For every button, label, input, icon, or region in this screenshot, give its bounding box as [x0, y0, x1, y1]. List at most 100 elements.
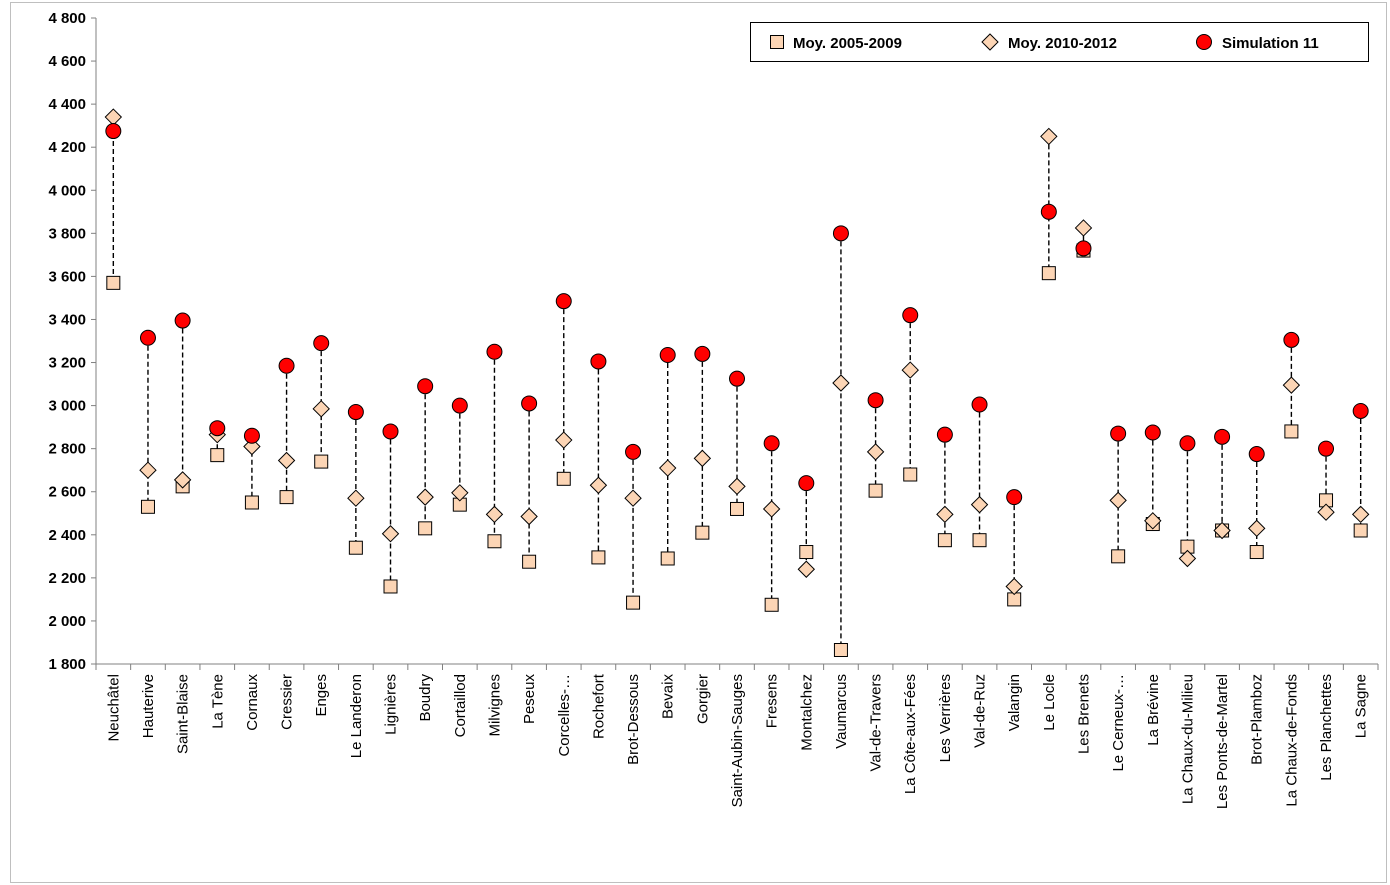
point-simulation-11 — [209, 420, 226, 437]
point-2010-2012 — [797, 560, 816, 578]
x-category-label: Les Planchettes — [1318, 674, 1335, 781]
y-tick-label: 3 800 — [48, 225, 86, 242]
point-2010-2012 — [520, 507, 538, 526]
x-category-label: La Sagne — [1353, 674, 1370, 738]
point-2010-2012 — [485, 505, 504, 524]
point-simulation-11 — [1248, 446, 1265, 463]
y-tick-label: 3 400 — [48, 311, 86, 328]
y-tick-label: 4 000 — [48, 182, 86, 199]
point-simulation-11 — [659, 346, 676, 363]
point-2010-2012 — [589, 476, 608, 494]
point-2005-2009 — [1249, 545, 1264, 560]
point-simulation-11 — [139, 329, 156, 346]
point-2005-2009 — [1353, 523, 1368, 538]
y-tick-label: 2 400 — [48, 527, 86, 544]
point-2010-2012 — [1040, 127, 1058, 146]
point-simulation-11 — [729, 370, 745, 387]
point-2005-2009 — [626, 595, 641, 610]
x-category-label: Montalchez — [798, 674, 815, 751]
x-category-label: Rochefort — [590, 673, 607, 739]
point-2005-2009 — [833, 643, 848, 658]
x-category-label: Vaumarcus — [833, 674, 850, 749]
point-2010-2012 — [555, 431, 573, 449]
point-2005-2009 — [348, 540, 363, 555]
point-2010-2012 — [347, 489, 365, 507]
data-marks — [104, 108, 1370, 658]
point-2005-2009 — [106, 275, 121, 290]
point-2005-2009 — [418, 521, 433, 536]
point-2005-2009 — [279, 490, 294, 505]
axes: 1 800 2 000 2 200 2 400 2 600 2 800 3 000 3 200… — [48, 10, 1379, 809]
y-tick-label: 4 400 — [48, 96, 86, 113]
y-tick-label: 3 600 — [48, 268, 86, 285]
point-2005-2009 — [730, 501, 744, 516]
point-2010-2012 — [1109, 491, 1127, 510]
point-simulation-11 — [451, 397, 468, 414]
point-2010-2012 — [866, 443, 885, 461]
point-simulation-11 — [1214, 428, 1231, 445]
point-2005-2009 — [695, 525, 710, 540]
x-category-label: Saint-Aubin-Sauges — [729, 674, 746, 807]
point-2005-2009 — [868, 483, 883, 498]
x-category-label: Les Brenets — [1075, 674, 1092, 754]
point-2010-2012 — [139, 461, 157, 479]
point-simulation-11 — [832, 225, 849, 242]
point-2005-2009 — [1041, 266, 1056, 281]
point-2005-2009 — [140, 499, 155, 514]
point-simulation-11 — [902, 307, 919, 324]
point-2010-2012 — [1005, 577, 1023, 596]
point-2010-2012 — [451, 484, 469, 502]
point-simulation-11 — [1144, 424, 1161, 441]
point-simulation-11 — [1352, 402, 1369, 419]
x-category-label: Lignières — [383, 674, 400, 735]
legend-entry-2005-2009-marker — [770, 35, 784, 49]
x-category-label: Corcelles-… — [556, 674, 573, 757]
point-2010-2012 — [277, 451, 296, 470]
point-2005-2009 — [314, 454, 329, 469]
x-category-label: Valangin — [1006, 674, 1023, 731]
point-2010-2012 — [728, 477, 746, 496]
x-category-label: Peseux — [521, 674, 538, 725]
point-2010-2012 — [1144, 512, 1162, 530]
point-simulation-11 — [763, 435, 780, 452]
point-2010-2012 — [1248, 519, 1266, 538]
x-category-label: Brot-Plamboz — [1249, 674, 1266, 765]
point-2005-2009 — [799, 545, 814, 560]
point-simulation-11 — [417, 378, 434, 395]
x-category-label: Brot-Dessous — [625, 674, 642, 765]
x-category-label: Boudry — [417, 674, 434, 722]
y-tick-label: 3 000 — [48, 398, 86, 415]
point-2010-2012 — [1282, 376, 1301, 394]
point-2005-2009 — [660, 551, 675, 566]
legend-entry-simulation-11-marker — [1196, 34, 1212, 50]
point-simulation-11 — [174, 312, 191, 329]
x-category-label: Le Landeron — [348, 674, 365, 758]
point-simulation-11 — [382, 423, 399, 440]
chart-border — [10, 2, 1387, 883]
point-2010-2012 — [832, 374, 850, 392]
y-tick-label: 2 600 — [48, 484, 86, 501]
x-category-label: La Chaux-du-Milieu — [1179, 674, 1196, 804]
point-2005-2009 — [591, 550, 606, 565]
point-simulation-11 — [625, 443, 642, 460]
y-tick-label: 4 200 — [48, 139, 86, 156]
x-category-label: Hauterive — [140, 674, 157, 738]
point-simulation-11 — [313, 335, 330, 352]
point-2005-2009 — [937, 533, 952, 548]
point-2005-2009 — [972, 533, 987, 548]
point-2010-2012 — [416, 488, 434, 506]
x-category-label: Gorgier — [694, 674, 711, 724]
point-simulation-11 — [1283, 331, 1300, 348]
point-simulation-11 — [278, 357, 295, 374]
legend-entry-simulation-11: Simulation 11 — [1222, 35, 1319, 52]
legend-entry-2005-2009: Moy. 2005-2009 — [793, 35, 902, 52]
point-simulation-11 — [347, 404, 364, 421]
point-simulation-11 — [521, 395, 538, 412]
point-simulation-11 — [1075, 240, 1092, 257]
point-simulation-11 — [105, 123, 122, 140]
y-tick-label: 3 200 — [48, 355, 86, 372]
point-2005-2009 — [556, 471, 571, 486]
point-2010-2012 — [381, 525, 400, 543]
point-2005-2009 — [244, 495, 259, 510]
